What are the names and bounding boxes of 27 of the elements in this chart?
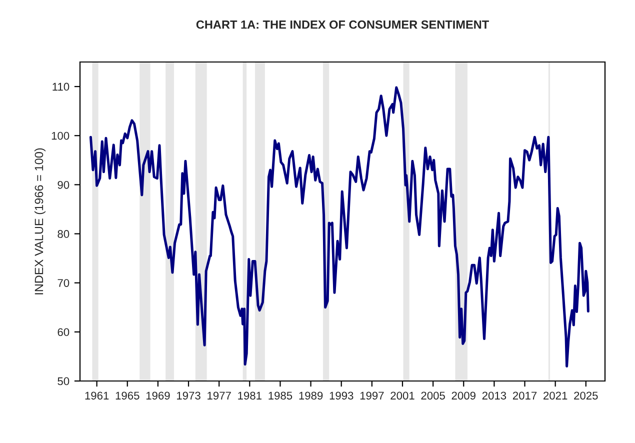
x-tick-label: 2005 — [421, 392, 445, 400]
y-tick-label: 100 — [52, 132, 70, 140]
x-tick-label: 2009 — [452, 392, 476, 400]
x-tick-label: 1997 — [360, 392, 384, 400]
x-tick-label: 2017 — [512, 392, 537, 400]
y-tick-label: 50 — [58, 377, 70, 386]
x-tick-label: 1989 — [299, 392, 323, 400]
x-tick-label: 2021 — [544, 392, 568, 400]
y-tick-label: 80 — [58, 230, 70, 238]
x-tick-label: 1981 — [238, 392, 262, 400]
y-tick-label: 110 — [52, 82, 70, 91]
x-tick-label: 1985 — [268, 392, 292, 400]
y-axis-title: INDEX VALUE (1966 = 100) — [34, 148, 46, 294]
x-tick-label: 1993 — [330, 392, 354, 400]
x-tick-label: 1961 — [85, 392, 109, 400]
x-tick-label: 2025 — [574, 392, 598, 400]
x-tick-label: 2001 — [390, 392, 414, 400]
x-tick-label: 1969 — [146, 392, 170, 400]
y-tick-label: 90 — [58, 180, 70, 189]
chart-title: CHART 1A: THE INDEX OF CONSUMER SENTIMENT — [196, 20, 489, 29]
line-series — [89, 86, 590, 368]
y-tick-label: 70 — [58, 279, 70, 287]
x-tick-label: 1965 — [116, 392, 140, 400]
x-tick-label: 1973 — [177, 392, 200, 400]
x-tick-label: 1977 — [208, 392, 231, 400]
y-tick-label: 60 — [58, 328, 70, 336]
x-tick-label: 2013 — [482, 392, 506, 400]
